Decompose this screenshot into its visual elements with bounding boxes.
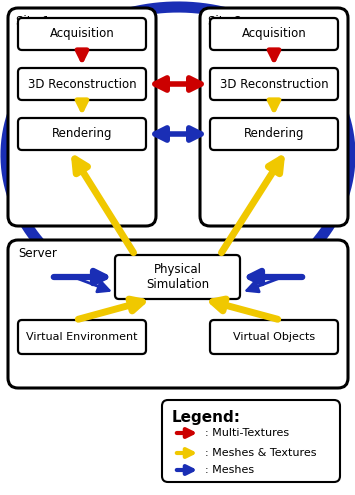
FancyBboxPatch shape: [18, 118, 146, 150]
Text: Acquisition: Acquisition: [50, 28, 114, 41]
Text: : Meshes & Textures: : Meshes & Textures: [205, 448, 317, 458]
Text: Virtual Environment: Virtual Environment: [26, 332, 138, 342]
FancyBboxPatch shape: [18, 68, 146, 100]
Text: Rendering: Rendering: [244, 128, 304, 141]
Text: 3D Reconstruction: 3D Reconstruction: [220, 78, 328, 91]
FancyBboxPatch shape: [200, 8, 348, 226]
Text: Server: Server: [18, 247, 57, 260]
Text: Legend:: Legend:: [172, 410, 241, 425]
FancyBboxPatch shape: [210, 118, 338, 150]
Text: Site 1: Site 1: [16, 15, 50, 28]
FancyBboxPatch shape: [8, 240, 348, 388]
Text: : Multi-Textures: : Multi-Textures: [205, 428, 289, 438]
Text: : Meshes: : Meshes: [205, 465, 254, 475]
Text: Site 2: Site 2: [208, 15, 242, 28]
FancyBboxPatch shape: [115, 255, 240, 299]
Text: Virtual Objects: Virtual Objects: [233, 332, 315, 342]
FancyBboxPatch shape: [18, 18, 146, 50]
Text: Acquisition: Acquisition: [242, 28, 306, 41]
Text: Rendering: Rendering: [52, 128, 112, 141]
Text: Physical
Simulation: Physical Simulation: [146, 263, 209, 291]
FancyBboxPatch shape: [162, 400, 340, 482]
FancyBboxPatch shape: [210, 68, 338, 100]
FancyBboxPatch shape: [210, 320, 338, 354]
FancyBboxPatch shape: [210, 18, 338, 50]
FancyBboxPatch shape: [18, 320, 146, 354]
FancyBboxPatch shape: [8, 8, 156, 226]
Text: 3D Reconstruction: 3D Reconstruction: [28, 78, 136, 91]
